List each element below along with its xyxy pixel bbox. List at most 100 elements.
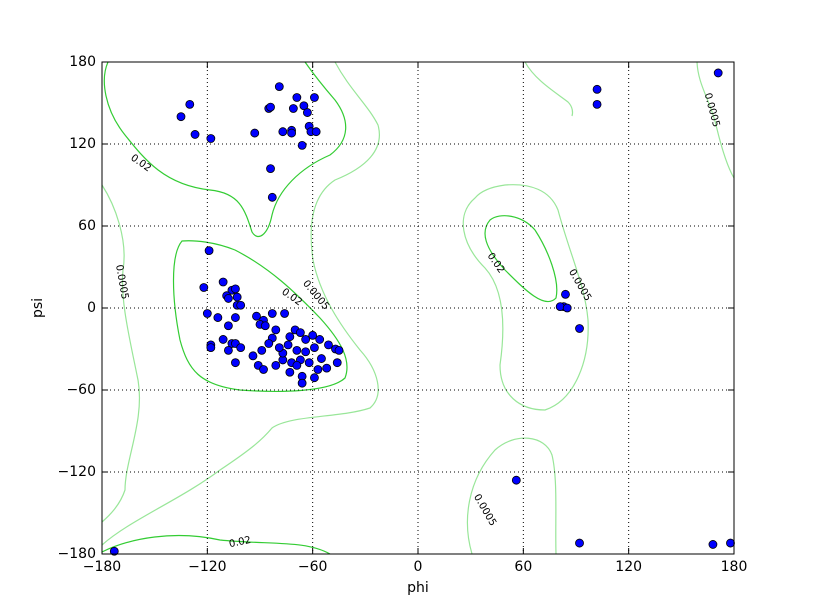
- x-tick-label: −120: [188, 559, 226, 575]
- contour-line: [484, 215, 558, 303]
- point: [278, 127, 288, 137]
- point: [185, 99, 195, 109]
- point: [266, 102, 275, 112]
- point: [190, 130, 200, 139]
- contour-line: [101, 61, 380, 546]
- point: [287, 128, 297, 138]
- point: [301, 347, 311, 357]
- contour-label: 0.02: [228, 535, 252, 550]
- point: [259, 365, 268, 374]
- point: [726, 538, 735, 548]
- point: [317, 354, 326, 363]
- point: [231, 313, 240, 322]
- point: [223, 321, 233, 331]
- contour-line: [696, 61, 735, 179]
- point: [274, 82, 284, 91]
- point: [236, 300, 246, 310]
- y-tick-label: −120: [58, 464, 96, 480]
- point: [288, 104, 298, 113]
- plot-frame: [101, 61, 735, 555]
- contour-line: [101, 534, 331, 555]
- contour-line: [466, 437, 557, 555]
- point: [310, 93, 319, 102]
- point: [592, 99, 602, 109]
- y-axis-label: psi: [30, 298, 46, 318]
- point: [204, 246, 214, 256]
- point: [297, 378, 307, 388]
- y-tick-label: −180: [58, 546, 96, 562]
- x-axis-label: phi: [407, 580, 429, 596]
- point: [223, 345, 233, 355]
- point: [592, 84, 602, 94]
- point: [561, 289, 570, 299]
- point: [575, 538, 584, 548]
- y-tick-label: 60: [78, 218, 96, 234]
- point: [260, 321, 270, 331]
- point: [313, 365, 323, 374]
- points: [109, 68, 735, 556]
- x-tick-label: 120: [615, 559, 642, 575]
- point: [280, 309, 289, 318]
- point: [575, 324, 584, 333]
- point: [248, 351, 258, 361]
- point: [257, 345, 267, 355]
- point: [232, 292, 242, 302]
- point: [311, 127, 321, 137]
- contour-line: [172, 240, 348, 392]
- point: [267, 192, 277, 202]
- point: [236, 343, 246, 353]
- point: [299, 101, 309, 111]
- x-tick-label: 60: [514, 559, 532, 575]
- point: [231, 358, 240, 368]
- point: [285, 367, 295, 377]
- point: [206, 343, 216, 353]
- contour-line: [524, 61, 574, 117]
- point: [199, 283, 209, 292]
- point: [283, 340, 293, 350]
- point: [322, 363, 332, 373]
- point: [308, 330, 318, 340]
- point: [297, 140, 307, 150]
- point: [292, 360, 302, 370]
- point: [218, 335, 228, 344]
- contour-line: [101, 184, 141, 523]
- point: [295, 328, 305, 338]
- contours: [101, 61, 735, 555]
- point: [202, 309, 212, 318]
- point: [310, 343, 319, 353]
- point: [511, 475, 521, 485]
- point: [334, 345, 344, 355]
- point: [301, 335, 311, 344]
- point: [267, 309, 277, 318]
- point: [176, 112, 186, 122]
- contour-line: [103, 61, 347, 237]
- point: [285, 332, 295, 342]
- x-tick-label: 180: [721, 559, 748, 575]
- point: [292, 345, 302, 355]
- point: [213, 313, 223, 322]
- contour-line: [462, 184, 589, 411]
- y-tick-label: 120: [69, 136, 96, 152]
- point: [266, 164, 275, 174]
- point: [562, 303, 572, 313]
- point: [555, 302, 565, 312]
- point: [252, 311, 261, 321]
- point: [271, 325, 281, 335]
- y-tick-label: −60: [66, 382, 96, 398]
- x-tick-label: −180: [83, 559, 121, 575]
- x-tick-label: 0: [414, 559, 423, 575]
- x-tick-label: −60: [298, 559, 328, 575]
- point: [109, 546, 119, 556]
- point: [324, 340, 333, 350]
- point: [310, 373, 319, 383]
- point: [332, 358, 342, 368]
- point: [231, 284, 240, 294]
- point: [218, 277, 228, 287]
- point: [292, 93, 302, 102]
- point: [708, 540, 718, 549]
- point: [206, 134, 216, 143]
- point: [250, 128, 260, 138]
- point: [264, 339, 274, 348]
- point: [271, 360, 281, 370]
